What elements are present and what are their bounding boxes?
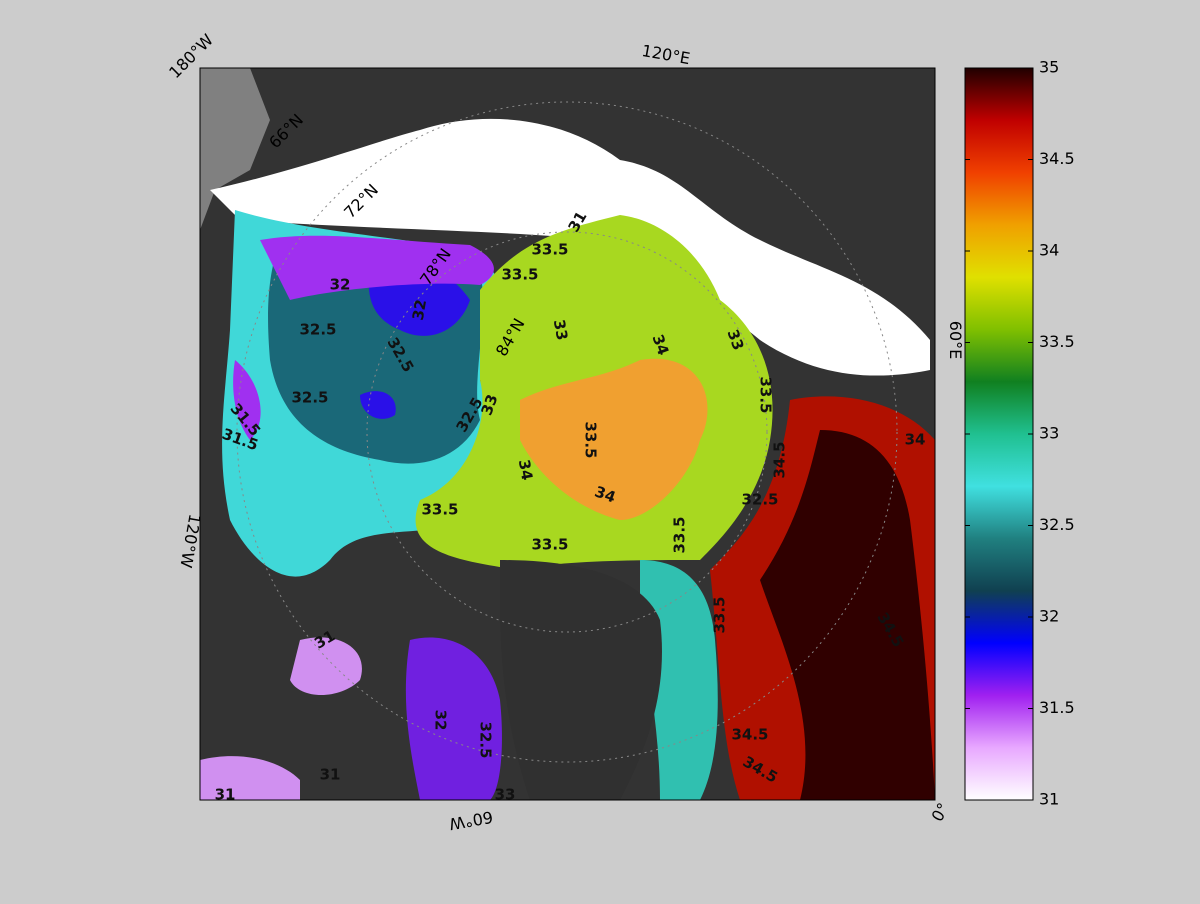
contour-label: 33.5 bbox=[711, 596, 729, 633]
colorbar-tick-label: 35 bbox=[1039, 58, 1059, 77]
contour-label: 32.5 bbox=[291, 389, 328, 407]
map-frame bbox=[199, 67, 936, 801]
contour-label: 33.5 bbox=[582, 421, 600, 458]
parallel bbox=[236, 101, 898, 763]
coastal-light-purple bbox=[200, 637, 362, 800]
basin-blue bbox=[360, 261, 470, 419]
contour-label: 33 bbox=[550, 318, 571, 342]
nordic-dark bbox=[760, 430, 935, 800]
sea-ice bbox=[210, 118, 930, 376]
contour-label: 33 bbox=[495, 786, 516, 804]
contour-label: 31 bbox=[320, 766, 341, 784]
contour-label: 31 bbox=[215, 786, 236, 804]
contour-label: 33.5 bbox=[501, 266, 538, 284]
colorbar-tick-label: 31 bbox=[1039, 790, 1059, 809]
contour-label: 32 bbox=[330, 276, 351, 294]
contour-label: 34 bbox=[905, 431, 926, 449]
colorbar bbox=[964, 67, 1034, 801]
central-orange bbox=[520, 358, 708, 520]
parallel bbox=[366, 231, 768, 633]
contour-label: 32.5 bbox=[477, 721, 495, 758]
colorbar-tick-label: 33 bbox=[1039, 424, 1059, 443]
contour-label: 34 bbox=[515, 458, 536, 482]
greenland bbox=[500, 560, 662, 800]
contour-label: 33.5 bbox=[757, 376, 775, 413]
contour-label: 33.5 bbox=[531, 536, 568, 554]
contour-label: 34.5 bbox=[771, 441, 789, 478]
colorbar-tick-label: 32.5 bbox=[1039, 515, 1075, 534]
contour-label: 33.5 bbox=[421, 501, 458, 519]
longitude-label: 60°E bbox=[946, 321, 965, 359]
contour-label: 32.5 bbox=[299, 321, 336, 339]
colorbar-tick-label: 32 bbox=[1039, 607, 1059, 626]
contour-label: 32 bbox=[409, 298, 430, 322]
colorbar-tick-label: 31.5 bbox=[1039, 698, 1075, 717]
outer-region bbox=[200, 68, 270, 230]
contour-label: 33.5 bbox=[671, 516, 689, 553]
colorbar-tick-label: 34.5 bbox=[1039, 149, 1075, 168]
contour-label: 33.5 bbox=[531, 241, 568, 259]
colorbar-tick-label: 34 bbox=[1039, 241, 1059, 260]
basin-purple bbox=[233, 235, 494, 440]
contour-label: 32.5 bbox=[741, 491, 778, 509]
colorbar-tick-label: 33.5 bbox=[1039, 332, 1075, 351]
contour-label: 32 bbox=[432, 710, 450, 731]
contour-label: 34.5 bbox=[731, 726, 768, 744]
baffin-purple bbox=[405, 637, 502, 800]
map bbox=[200, 68, 935, 800]
